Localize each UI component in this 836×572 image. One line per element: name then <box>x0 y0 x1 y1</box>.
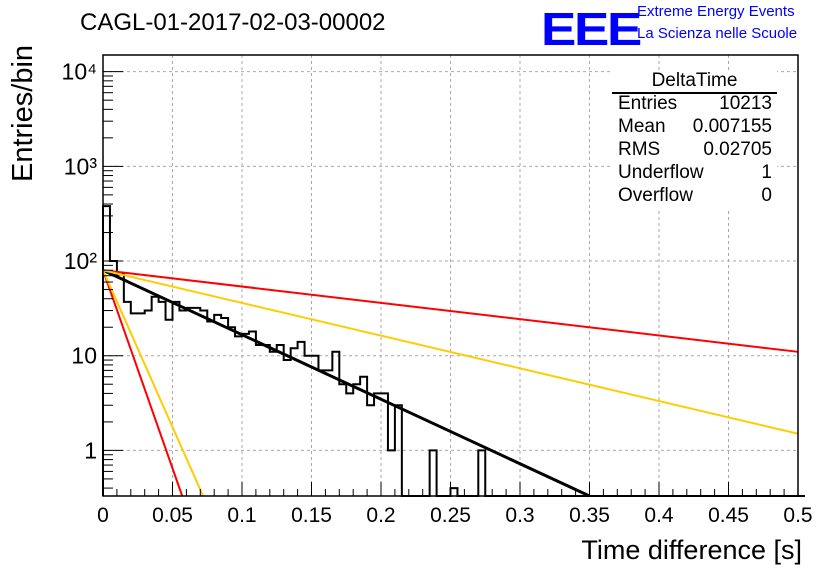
x-tick-label: 0.15 <box>291 504 332 527</box>
y-tick-label: 1 <box>84 437 97 463</box>
stats-row-rms: RMS 0.02705 <box>618 139 772 161</box>
stats-value: 0 <box>761 185 772 206</box>
y-axis-label: Entries/bin <box>7 44 39 182</box>
fit-line <box>102 269 799 435</box>
chart-title: CAGL-01-2017-02-03-00002 <box>80 9 386 36</box>
x-tick-label: 0.05 <box>152 504 193 527</box>
y-tick-label: 10 <box>71 343 97 369</box>
stats-divider <box>612 92 777 94</box>
stats-row-overflow: Overflow 0 <box>618 185 772 207</box>
x-tick-label: 0.4 <box>644 504 674 527</box>
histogram-outline <box>102 205 805 497</box>
stats-key: Entries <box>618 93 678 114</box>
logo-tagline-2: La Scienza nelle Scuole <box>637 25 798 42</box>
stats-box: DeltaTime Entries 10213 Mean 0.007155 RM… <box>612 70 777 210</box>
stats-key: Mean <box>618 116 666 137</box>
stats-value: 0.02705 <box>703 139 772 160</box>
x-tick-label: 0.1 <box>227 504 256 527</box>
y-tick-label: 10³ <box>64 153 98 179</box>
x-tick-label: 0.3 <box>505 504 534 527</box>
fit-line <box>102 269 204 497</box>
stats-key: Underflow <box>618 162 704 183</box>
stats-row-underflow: Underflow 1 <box>618 162 772 184</box>
x-axis-label: Time difference [s] <box>581 535 802 565</box>
x-tick-label: 0 <box>97 504 109 527</box>
y-tick-label: 10⁴ <box>62 59 97 85</box>
logo-tagline-1: Extreme Energy Events <box>637 3 795 20</box>
histogram <box>102 205 805 497</box>
x-tick-label: 0.5 <box>783 504 812 527</box>
stats-value: 10213 <box>719 93 772 114</box>
axis-ticks: 0 0.05 0.1 0.15 0.2 0.25 0.3 0.35 0.4 0.45 0.51101… <box>62 59 813 527</box>
stats-key: RMS <box>618 139 661 160</box>
eee-logo: EEE <box>541 3 642 55</box>
y-tick-label: 10² <box>64 248 98 274</box>
fit-line <box>102 268 591 498</box>
x-tick-label: 0.25 <box>430 504 471 527</box>
stats-title: DeltaTime <box>651 70 738 91</box>
stats-row-mean: Mean 0.007155 <box>618 116 772 138</box>
fit-lines <box>102 268 799 498</box>
stats-value: 0.007155 <box>692 116 772 137</box>
fit-line <box>102 269 799 353</box>
stats-row-entries: Entries 10213 <box>618 93 772 115</box>
x-tick-label: 0.2 <box>366 504 395 527</box>
stats-key: Overflow <box>618 185 693 206</box>
stats-value: 1 <box>761 162 772 183</box>
x-tick-label: 0.35 <box>569 504 610 527</box>
x-tick-label: 0.45 <box>708 504 749 527</box>
fit-line <box>102 269 184 497</box>
